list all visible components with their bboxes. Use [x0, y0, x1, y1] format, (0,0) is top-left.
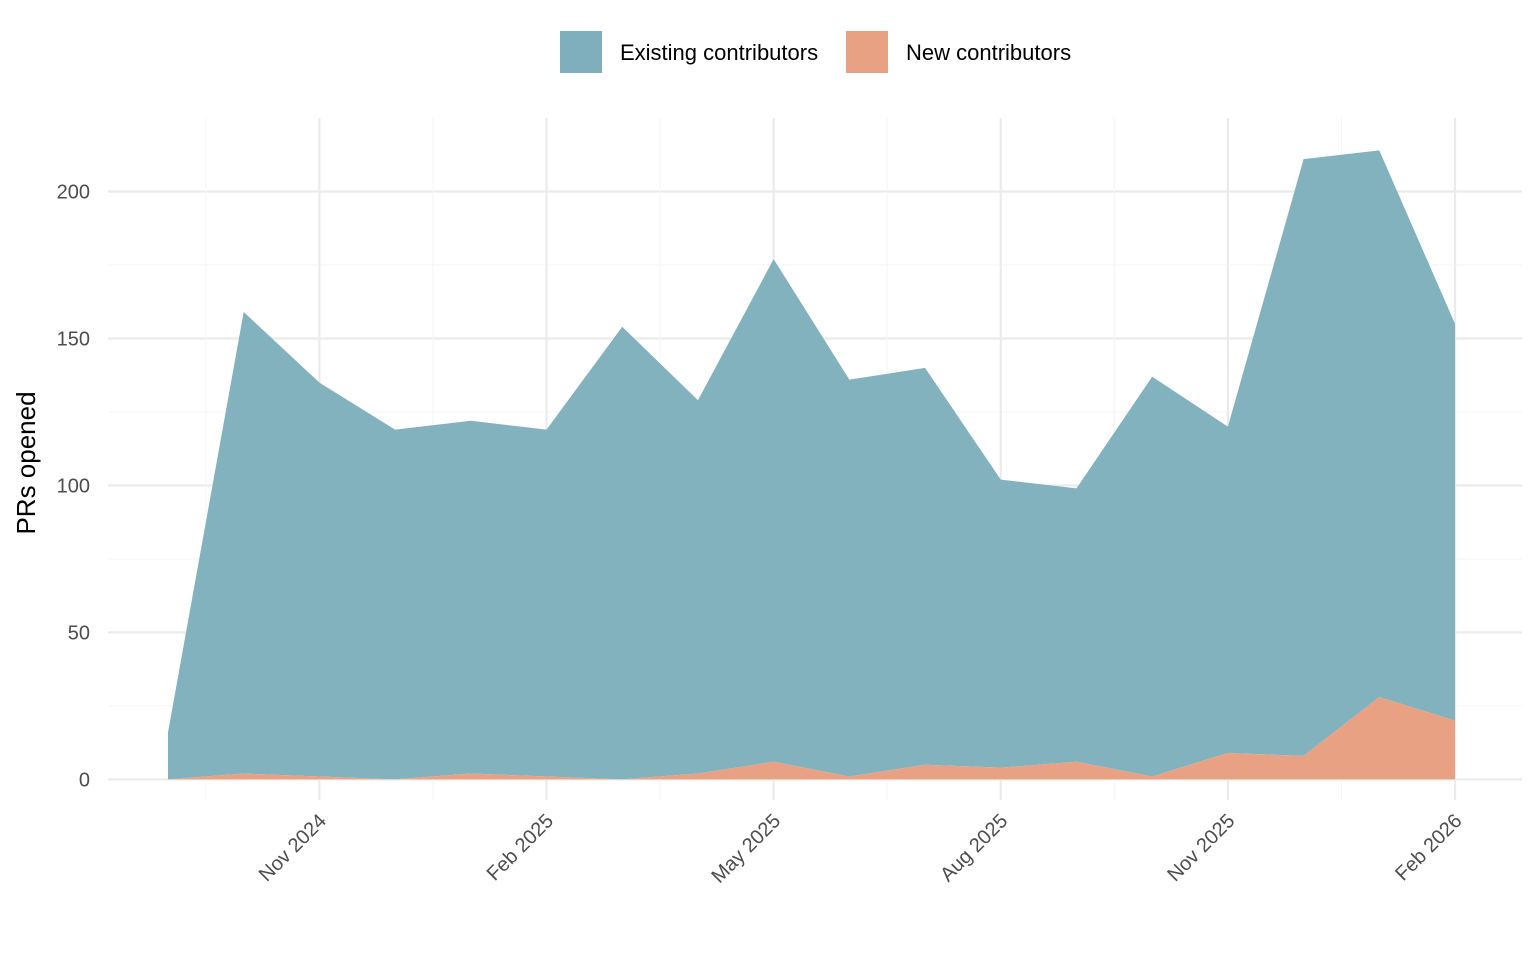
- x-tick-label: Feb 2026: [1391, 810, 1466, 885]
- area-new-contributors: [168, 697, 1455, 780]
- legend-label-new: New contributors: [906, 40, 1071, 65]
- y-tick-label: 200: [57, 181, 90, 203]
- y-tick-label: 50: [68, 622, 90, 644]
- y-axis-ticks: 0 50 100 150 200: [57, 181, 90, 791]
- x-tick-label: May 2025: [708, 810, 786, 888]
- x-tick-label: Aug 2025: [936, 810, 1012, 886]
- y-tick-label: 150: [57, 328, 90, 350]
- y-tick-label: 0: [79, 769, 90, 791]
- x-tick-label: Nov 2024: [255, 810, 331, 886]
- y-tick-label: 100: [57, 475, 90, 497]
- legend: Existing contributors New contributors: [560, 31, 1071, 73]
- x-tick-label: Nov 2025: [1163, 810, 1239, 886]
- legend-key-new: [846, 31, 888, 73]
- area-existing-contributors: [168, 150, 1455, 780]
- x-axis-ticks: Nov 2024 Feb 2025 May 2025 Aug 2025 Nov 2025…: [255, 810, 1467, 888]
- area-layer: [168, 150, 1455, 780]
- x-tick-label: Feb 2025: [483, 810, 558, 885]
- y-axis-title: PRs opened: [11, 391, 41, 534]
- legend-label-existing: Existing contributors: [620, 40, 818, 65]
- legend-key-existing: [560, 31, 602, 73]
